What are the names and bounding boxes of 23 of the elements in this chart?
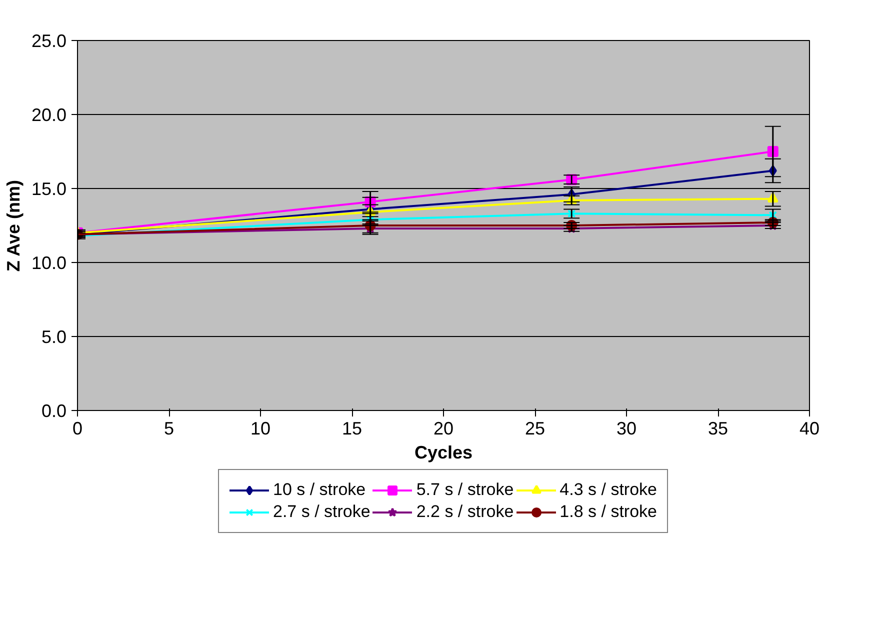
x-tick-label: 25 — [524, 418, 546, 438]
legend-label: 2.2 s / stroke — [416, 502, 514, 522]
x-axis-title: Cycles — [414, 442, 473, 462]
y-tick-label: 0.0 — [41, 401, 67, 421]
y-tick-label: 25.0 — [31, 31, 67, 51]
y-axis-title: Z Ave (nm) — [3, 180, 24, 272]
legend-label: 5.7 s / stroke — [416, 480, 514, 500]
x-tick-label: 40 — [799, 418, 820, 438]
x-tick-label: 15 — [342, 418, 362, 438]
legend-label: 1.8 s / stroke — [560, 502, 657, 522]
x-tick-label: 35 — [708, 418, 728, 438]
x-tick-label: 30 — [616, 418, 637, 438]
legend-label: 10 s / stroke — [273, 480, 366, 500]
x-tick-label: 5 — [164, 418, 174, 438]
y-tick-label: 20.0 — [31, 105, 67, 125]
legend-label: 2.7 s / stroke — [273, 502, 370, 522]
y-tick-label: 15.0 — [31, 179, 67, 199]
y-tick-label: 10.0 — [31, 253, 67, 273]
legend-label: 4.3 s / stroke — [560, 480, 657, 500]
x-tick-label: 10 — [250, 418, 271, 438]
y-tick-label: 5.0 — [41, 327, 67, 347]
x-tick-label: 20 — [433, 418, 454, 438]
x-tick-label: 0 — [72, 418, 83, 438]
